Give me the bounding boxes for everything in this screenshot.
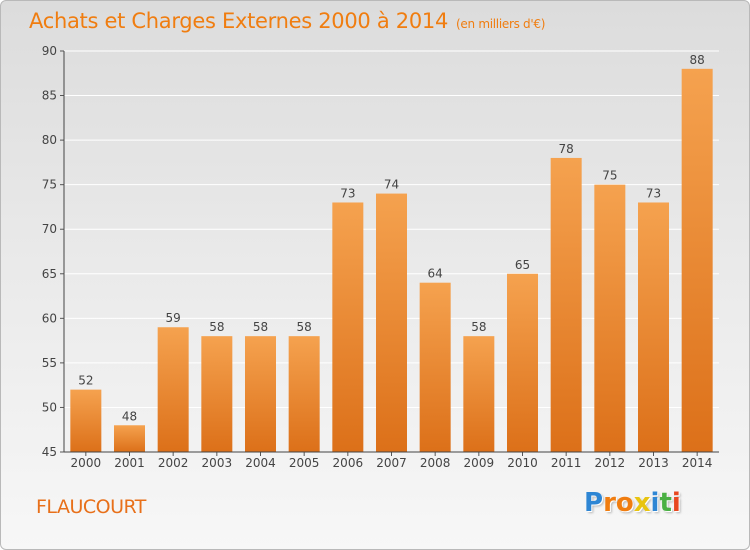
- bar-2009: [463, 336, 495, 452]
- logo-letter: r: [603, 488, 616, 518]
- x-tick-label: 2000: [71, 456, 102, 470]
- bar-2001: [114, 425, 145, 452]
- data-label: 58: [209, 320, 224, 334]
- place-name: FLAUCOURT: [36, 496, 146, 518]
- bar-2013: [638, 202, 669, 452]
- data-label: 58: [471, 320, 486, 334]
- bar-2005: [288, 336, 320, 452]
- bar-2008: [419, 282, 451, 452]
- data-label: 73: [646, 186, 661, 200]
- title-text: Achats et Charges Externes 2000 à 2014: [29, 9, 449, 33]
- y-tick-label: 85: [42, 89, 57, 103]
- logo-letter: P: [584, 488, 604, 518]
- x-tick-label: 2011: [551, 456, 582, 470]
- y-tick-label: 90: [42, 44, 57, 58]
- logo-letter: x: [633, 488, 651, 518]
- bar-2006: [332, 202, 364, 452]
- logo-letter: t: [659, 488, 672, 518]
- data-label: 65: [515, 258, 530, 272]
- logo-letter: i: [650, 488, 660, 518]
- bar-2014: [681, 68, 713, 453]
- bar-2012: [594, 184, 626, 452]
- y-tick-label: 65: [42, 267, 57, 281]
- data-label: 78: [559, 142, 574, 156]
- y-tick-label: 45: [42, 445, 57, 459]
- x-tick-label: 2009: [464, 456, 495, 470]
- data-label: 88: [690, 53, 705, 67]
- x-tick-label: 2002: [158, 456, 189, 470]
- y-tick-label: 60: [42, 311, 57, 325]
- x-tick-label: 2010: [507, 456, 538, 470]
- bar-2003: [201, 336, 233, 452]
- x-tick-label: 2006: [333, 456, 364, 470]
- x-tick-label: 2012: [595, 456, 626, 470]
- bar-2000: [70, 389, 102, 452]
- logo-letter: i: [671, 488, 681, 518]
- y-tick-label: 70: [42, 222, 57, 236]
- y-tick-label: 50: [42, 400, 57, 414]
- data-label: 58: [297, 320, 312, 334]
- unit-label: (en milliers d'€): [456, 17, 546, 31]
- data-label: 74: [384, 178, 399, 192]
- x-tick-label: 2014: [682, 456, 713, 470]
- x-tick-label: 2007: [376, 456, 407, 470]
- data-label: 64: [428, 267, 443, 281]
- x-tick-label: 2005: [289, 456, 320, 470]
- data-label: 59: [166, 311, 181, 325]
- data-label: 48: [122, 409, 137, 423]
- bar-2002: [157, 327, 189, 452]
- x-tick-label: 2001: [114, 456, 145, 470]
- y-tick-label: 55: [42, 356, 57, 370]
- y-tick-label: 75: [42, 178, 57, 192]
- axes: 45 50 55 60 65 70 75 80 85 90 2000 2001 2002 2003 2004…: [42, 44, 719, 470]
- proxiti-logo[interactable]: Proxiti: [584, 488, 681, 518]
- data-label: 73: [340, 186, 355, 200]
- x-tick-label: 2013: [638, 456, 669, 470]
- bar-2011: [550, 157, 582, 452]
- data-label: 52: [78, 374, 93, 388]
- bar-2007: [376, 193, 407, 453]
- data-label: 75: [602, 169, 617, 183]
- chart-title: Achats et Charges Externes 2000 à 2014 (e…: [29, 9, 545, 33]
- bars: 52 48 59 58 58 58 73 74 64 58 65 78 75 73 88: [70, 53, 713, 453]
- x-tick-label: 2004: [245, 456, 276, 470]
- bar-2004: [245, 336, 276, 452]
- x-tick-label: 2008: [420, 456, 451, 470]
- logo-letter: o: [615, 488, 634, 518]
- x-tick-label: 2003: [202, 456, 233, 470]
- y-tick-label: 80: [42, 133, 57, 147]
- bar-2010: [507, 273, 538, 452]
- data-label: 58: [253, 320, 268, 334]
